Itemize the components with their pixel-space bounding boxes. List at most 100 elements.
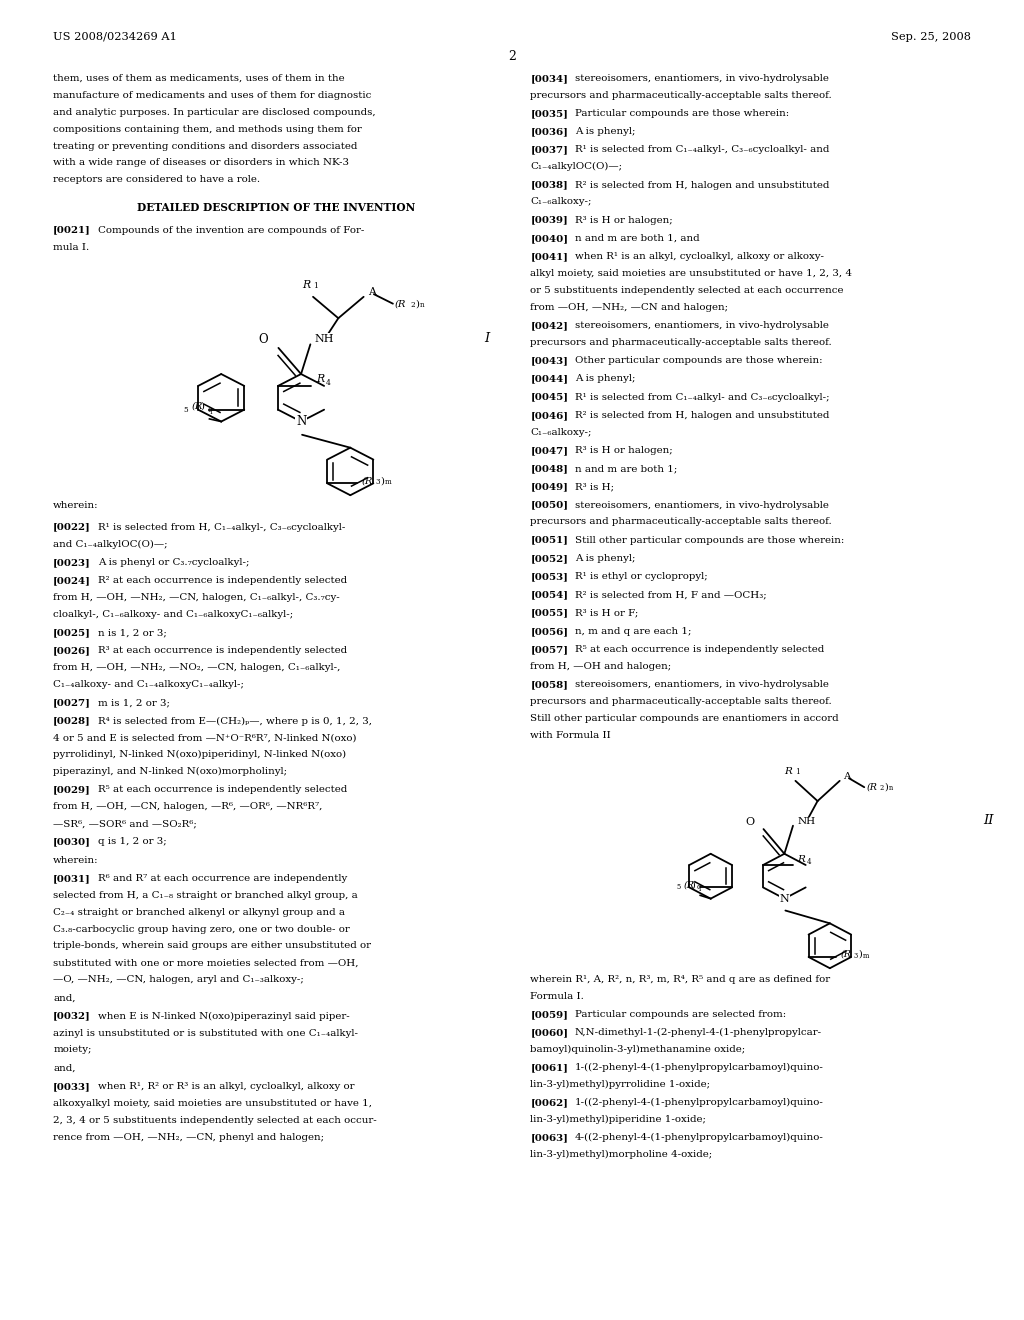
Text: ): ) xyxy=(416,300,420,308)
Text: [0027]: [0027] xyxy=(53,698,91,708)
Text: stereoisomers, enantiomers, in vivo-hydrolysable: stereoisomers, enantiomers, in vivo-hydr… xyxy=(575,500,828,510)
Text: 3: 3 xyxy=(376,478,380,486)
Text: with Formula II: with Formula II xyxy=(530,731,611,739)
Text: [0025]: [0025] xyxy=(53,628,91,638)
Text: pyrrolidinyl, N-linked N(oxo)piperidinyl, N-linked N(oxo): pyrrolidinyl, N-linked N(oxo)piperidinyl… xyxy=(53,750,346,759)
Text: [0040]: [0040] xyxy=(530,234,568,243)
Text: ): ) xyxy=(691,880,695,890)
Text: R³ is H;: R³ is H; xyxy=(575,482,614,491)
Text: ): ) xyxy=(381,477,385,486)
Text: m: m xyxy=(862,952,869,960)
Text: A is phenyl;: A is phenyl; xyxy=(575,127,636,136)
Text: [0033]: [0033] xyxy=(53,1082,91,1090)
Text: [0024]: [0024] xyxy=(53,576,91,585)
Text: 4: 4 xyxy=(806,858,811,866)
Text: [0062]: [0062] xyxy=(530,1098,568,1107)
Text: and,: and, xyxy=(53,1064,76,1073)
Text: Particular compounds are those wherein:: Particular compounds are those wherein: xyxy=(575,110,790,117)
Text: [0059]: [0059] xyxy=(530,1010,568,1019)
Text: [0063]: [0063] xyxy=(530,1134,568,1142)
Text: 4-((2-phenyl-4-(1-phenylpropylcarbamoyl)quino-: 4-((2-phenyl-4-(1-phenylpropylcarbamoyl)… xyxy=(575,1134,824,1143)
Text: rence from —OH, —NH₂, —CN, phenyl and halogen;: rence from —OH, —NH₂, —CN, phenyl and ha… xyxy=(53,1133,325,1142)
Text: C₃.₈-carbocyclic group having zero, one or two double- or: C₃.₈-carbocyclic group having zero, one … xyxy=(53,924,350,933)
Text: R⁴ is selected from E—(CH₂)ₚ—, where p is 0, 1, 2, 3,: R⁴ is selected from E—(CH₂)ₚ—, where p i… xyxy=(98,717,372,726)
Text: C₂₋₄ straight or branched alkenyl or alkynyl group and a: C₂₋₄ straight or branched alkenyl or alk… xyxy=(53,908,345,916)
Text: selected from H, a C₁₋₈ straight or branched alkyl group, a: selected from H, a C₁₋₈ straight or bran… xyxy=(53,891,358,900)
Text: R⁵ at each occurrence is independently selected: R⁵ at each occurrence is independently s… xyxy=(575,645,824,653)
Text: [0041]: [0041] xyxy=(530,252,568,261)
Text: wherein:: wherein: xyxy=(53,500,99,510)
Text: R³ at each occurrence is independently selected: R³ at each occurrence is independently s… xyxy=(98,647,347,655)
Text: [0053]: [0053] xyxy=(530,572,568,581)
Text: moiety;: moiety; xyxy=(53,1045,92,1055)
Text: stereoisomers, enantiomers, in vivo-hydrolysable: stereoisomers, enantiomers, in vivo-hydr… xyxy=(575,74,828,83)
Text: [0026]: [0026] xyxy=(53,647,91,655)
Text: [0048]: [0048] xyxy=(530,465,568,473)
Text: C₁₋₆alkoxy-;: C₁₋₆alkoxy-; xyxy=(530,428,592,437)
Text: [0060]: [0060] xyxy=(530,1028,568,1038)
Text: [0023]: [0023] xyxy=(53,558,91,566)
Text: n is 1, 2 or 3;: n is 1, 2 or 3; xyxy=(98,628,167,638)
Text: 2, 3, 4 or 5 substituents independently selected at each occur-: 2, 3, 4 or 5 substituents independently … xyxy=(53,1115,377,1125)
Text: [0056]: [0056] xyxy=(530,627,568,636)
Text: Formula I.: Formula I. xyxy=(530,991,585,1001)
Text: R: R xyxy=(797,855,805,865)
Text: ): ) xyxy=(885,783,889,792)
Text: [0046]: [0046] xyxy=(530,411,568,420)
Text: Other particular compounds are those wherein:: Other particular compounds are those whe… xyxy=(575,356,822,366)
Text: N: N xyxy=(779,894,790,904)
Text: O: O xyxy=(745,817,755,828)
Text: alkyl moiety, said moieties are unsubstituted or have 1, 2, 3, 4: alkyl moiety, said moieties are unsubsti… xyxy=(530,269,852,279)
Text: precursors and pharmaceutically-acceptable salts thereof.: precursors and pharmaceutically-acceptab… xyxy=(530,517,833,527)
Text: ): ) xyxy=(858,950,862,958)
Text: substituted with one or more moieties selected from —OH,: substituted with one or more moieties se… xyxy=(53,958,358,968)
Text: and,: and, xyxy=(53,994,76,1002)
Text: A is phenyl or C₃.₇cycloalkyl-;: A is phenyl or C₃.₇cycloalkyl-; xyxy=(98,558,249,566)
Text: compositions containing them, and methods using them for: compositions containing them, and method… xyxy=(53,124,362,133)
Text: R¹ is selected from H, C₁₋₄alkyl-, C₃₋₆cycloalkyl-: R¹ is selected from H, C₁₋₄alkyl-, C₃₋₆c… xyxy=(98,523,345,532)
Text: piperazinyl, and N-linked N(oxo)morpholinyl;: piperazinyl, and N-linked N(oxo)morpholi… xyxy=(53,767,288,776)
Text: alkoxyalkyl moiety, said moieties are unsubstituted or have 1,: alkoxyalkyl moiety, said moieties are un… xyxy=(53,1098,373,1107)
Text: q is 1, 2 or 3;: q is 1, 2 or 3; xyxy=(98,837,167,846)
Text: lin-3-yl)methyl)pyrrolidine 1-oxide;: lin-3-yl)methyl)pyrrolidine 1-oxide; xyxy=(530,1080,711,1089)
Text: [0021]: [0021] xyxy=(53,226,91,235)
Text: them, uses of them as medicaments, uses of them in the: them, uses of them as medicaments, uses … xyxy=(53,74,345,83)
Text: II: II xyxy=(983,813,993,826)
Text: n and m are both 1;: n and m are both 1; xyxy=(575,465,677,473)
Text: A: A xyxy=(843,772,850,781)
Text: [0022]: [0022] xyxy=(53,523,91,532)
Text: from H, —OH, —NH₂, —CN, halogen, C₁₋₆alkyl-, C₃.₇cy-: from H, —OH, —NH₂, —CN, halogen, C₁₋₆alk… xyxy=(53,593,340,602)
Text: lin-3-yl)methyl)morpholine 4-oxide;: lin-3-yl)methyl)morpholine 4-oxide; xyxy=(530,1150,713,1159)
Text: n: n xyxy=(889,784,893,792)
Text: —SR⁶, —SOR⁶ and —SO₂R⁶;: —SR⁶, —SOR⁶ and —SO₂R⁶; xyxy=(53,820,198,828)
Text: A: A xyxy=(368,286,376,297)
Text: m is 1, 2 or 3;: m is 1, 2 or 3; xyxy=(98,698,170,708)
Text: and analytic purposes. In particular are disclosed compounds,: and analytic purposes. In particular are… xyxy=(53,108,376,116)
Text: 2: 2 xyxy=(411,301,415,309)
Text: 4 or 5 and E is selected from —N⁺O⁻R⁶R⁷, N-linked N(oxo): 4 or 5 and E is selected from —N⁺O⁻R⁶R⁷,… xyxy=(53,734,356,742)
Text: 5: 5 xyxy=(677,883,681,891)
Text: (R: (R xyxy=(840,950,851,958)
Text: n: n xyxy=(420,301,424,309)
Text: Still other particular compounds are enantiomers in accord: Still other particular compounds are ena… xyxy=(530,714,839,723)
Text: when E is N-linked N(oxo)piperazinyl said piper-: when E is N-linked N(oxo)piperazinyl sai… xyxy=(98,1011,349,1020)
Text: from H, —OH, —CN, halogen, —R⁶, —OR⁶, —NR⁶R⁷,: from H, —OH, —CN, halogen, —R⁶, —OR⁶, —N… xyxy=(53,803,323,812)
Text: from H, —OH and halogen;: from H, —OH and halogen; xyxy=(530,661,672,671)
Text: from H, —OH, —NH₂, —NO₂, —CN, halogen, C₁₋₆alkyl-,: from H, —OH, —NH₂, —NO₂, —CN, halogen, C… xyxy=(53,663,341,672)
Text: and C₁₋₄alkylOC(O)—;: and C₁₋₄alkylOC(O)—; xyxy=(53,540,168,549)
Text: C₁₋₆alkoxy-;: C₁₋₆alkoxy-; xyxy=(530,198,592,206)
Text: [0057]: [0057] xyxy=(530,645,568,653)
Text: [0032]: [0032] xyxy=(53,1011,91,1020)
Text: 1-((2-phenyl-4-(1-phenylpropylcarbamoyl)quino-: 1-((2-phenyl-4-(1-phenylpropylcarbamoyl)… xyxy=(575,1098,824,1107)
Text: R² is selected from H, F and —OCH₃;: R² is selected from H, F and —OCH₃; xyxy=(575,590,767,599)
Text: R: R xyxy=(784,767,793,776)
Text: (R: (R xyxy=(866,783,878,792)
Text: Compounds of the invention are compounds of For-: Compounds of the invention are compounds… xyxy=(98,226,365,235)
Text: when R¹, R² or R³ is an alkyl, cycloalkyl, alkoxy or: when R¹, R² or R³ is an alkyl, cycloalky… xyxy=(98,1082,354,1090)
Text: n and m are both 1, and: n and m are both 1, and xyxy=(575,234,699,243)
Text: manufacture of medicaments and uses of them for diagnostic: manufacture of medicaments and uses of t… xyxy=(53,91,372,100)
Text: bamoyl)quinolin-3-yl)methanamine oxide;: bamoyl)quinolin-3-yl)methanamine oxide; xyxy=(530,1045,745,1055)
Text: [0034]: [0034] xyxy=(530,74,568,83)
Text: [0051]: [0051] xyxy=(530,536,568,545)
Text: [0030]: [0030] xyxy=(53,837,91,846)
